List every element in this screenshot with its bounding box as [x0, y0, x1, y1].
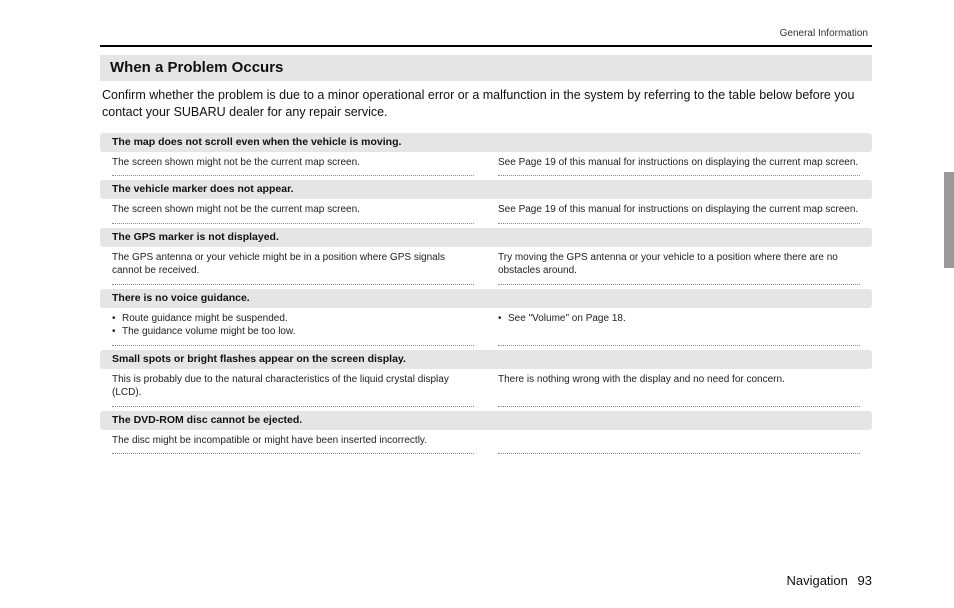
problem-body: The screen shown might not be the curren…	[100, 152, 872, 179]
problem-remedy: •See "Volume" on Page 18.	[498, 312, 860, 346]
problem-block: The GPS marker is not displayed. The GPS …	[100, 228, 872, 287]
problem-title: The GPS marker is not displayed.	[100, 228, 872, 247]
problems-list: The map does not scroll even when the ve…	[100, 133, 872, 457]
running-header: General Information	[100, 28, 872, 39]
page-edge-tab	[944, 172, 954, 268]
bullet-dot-icon: •	[498, 312, 508, 326]
problem-remedy: See Page 19 of this manual for instructi…	[498, 203, 860, 224]
bullet-item: •Route guidance might be suspended.	[112, 312, 474, 326]
problem-title: The DVD-ROM disc cannot be ejected.	[100, 411, 872, 430]
problem-block: There is no voice guidance.•Route guidan…	[100, 289, 872, 348]
bullet-text: The guidance volume might be too low.	[122, 325, 295, 339]
section-title-bar: When a Problem Occurs	[100, 55, 872, 81]
page-footer: Navigation 93	[786, 573, 872, 588]
bullet-dot-icon: •	[112, 312, 122, 326]
problem-title: The vehicle marker does not appear.	[100, 180, 872, 199]
problem-body: •Route guidance might be suspended.•The …	[100, 308, 872, 348]
problem-cause: The screen shown might not be the curren…	[112, 203, 474, 224]
bullet-text: See "Volume" on Page 18.	[508, 312, 626, 326]
problem-remedy	[498, 434, 860, 455]
problem-remedy: There is nothing wrong with the display …	[498, 373, 860, 407]
problem-cause: The GPS antenna or your vehicle might be…	[112, 251, 474, 285]
problem-cause: The disc might be incompatible or might …	[112, 434, 474, 455]
problem-cause: •Route guidance might be suspended.•The …	[112, 312, 474, 346]
problem-block: The DVD-ROM disc cannot be ejected. The d…	[100, 411, 872, 457]
problem-body: The GPS antenna or your vehicle might be…	[100, 247, 872, 287]
page-content: General Information When a Problem Occur…	[0, 0, 954, 456]
problem-body: The disc might be incompatible or might …	[100, 430, 872, 457]
footer-page-number: 93	[858, 573, 872, 588]
header-rule	[100, 45, 872, 47]
problem-title: Small spots or bright flashes appear on …	[100, 350, 872, 369]
bullet-item: •See "Volume" on Page 18.	[498, 312, 860, 326]
problem-block: Small spots or bright flashes appear on …	[100, 350, 872, 409]
intro-paragraph: Confirm whether the problem is due to a …	[102, 87, 870, 121]
problem-block: The map does not scroll even when the ve…	[100, 133, 872, 179]
problem-body: The screen shown might not be the curren…	[100, 199, 872, 226]
problem-cause: The screen shown might not be the curren…	[112, 156, 474, 177]
bullet-dot-icon: •	[112, 325, 122, 339]
problem-block: The vehicle marker does not appear. The s…	[100, 180, 872, 226]
problem-body: This is probably due to the natural char…	[100, 369, 872, 409]
problem-title: There is no voice guidance.	[100, 289, 872, 308]
problem-cause: This is probably due to the natural char…	[112, 373, 474, 407]
problem-remedy: See Page 19 of this manual for instructi…	[498, 156, 860, 177]
section-title: When a Problem Occurs	[110, 59, 862, 76]
bullet-text: Route guidance might be suspended.	[122, 312, 288, 326]
footer-section: Navigation	[786, 573, 847, 588]
problem-title: The map does not scroll even when the ve…	[100, 133, 872, 152]
bullet-item: •The guidance volume might be too low.	[112, 325, 474, 339]
problem-remedy: Try moving the GPS antenna or your vehic…	[498, 251, 860, 285]
